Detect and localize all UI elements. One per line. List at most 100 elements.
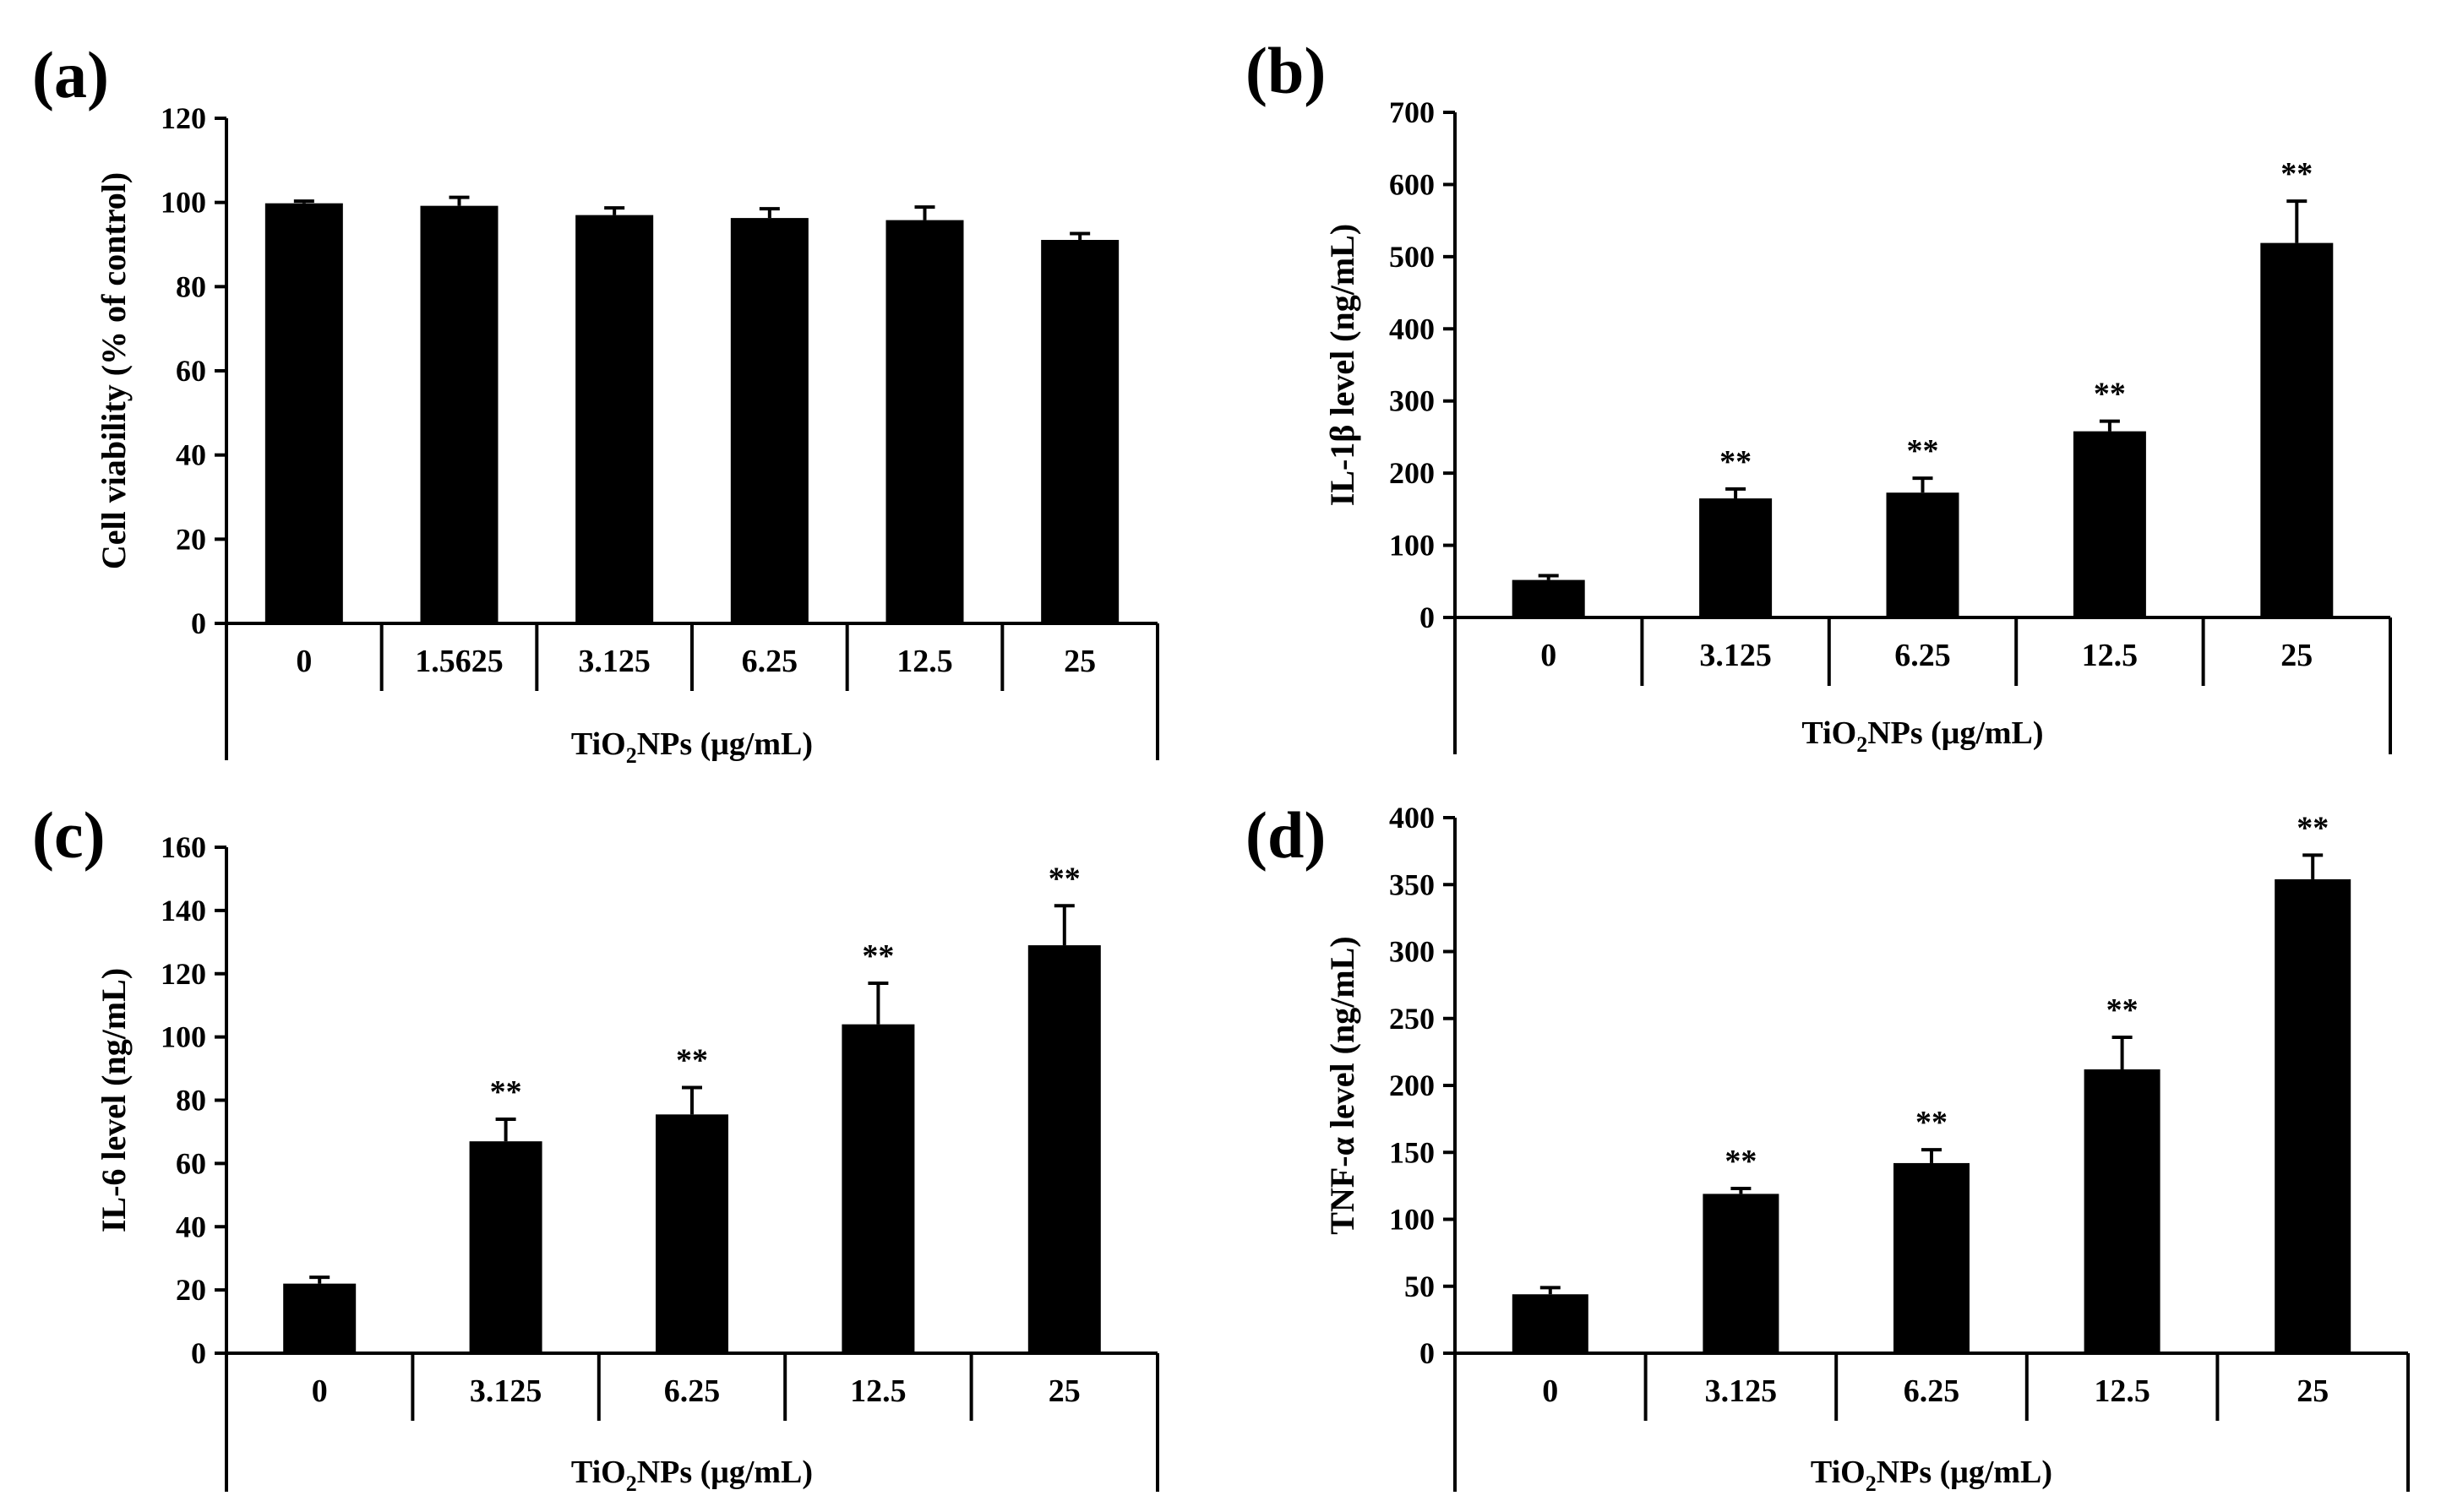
y-tick-label: 160 [161,830,206,864]
y-tick-label: 700 [1389,95,1435,129]
y-tick-label: 40 [176,438,206,472]
y-tick-label: 400 [1389,801,1435,835]
bar [575,215,654,623]
y-tick-label: 600 [1389,167,1435,201]
x-tick-label: 3.125 [1705,1373,1778,1409]
y-tick-label: 120 [161,957,206,991]
x-tick-label: 0 [1540,638,1556,673]
y-tick-label: 500 [1389,240,1435,274]
bar [730,218,809,623]
y-tick-label: 0 [1419,601,1435,634]
x-tick-label: 6.25 [742,644,798,679]
bar [2275,878,2351,1353]
x-tick-label: 3.125 [578,644,651,679]
x-axis-label: TiO2NPs (μg/mL) [1801,715,2043,757]
bar [1512,1294,1588,1353]
bar [1027,945,1101,1353]
panel-label: (b) [1245,34,1326,107]
chart-panel-d: (d) 0 50 100 150 200 250 300 350 400 0 ** 3.125 ** 6.2… [1245,798,2410,1496]
x-axis-label-part: NPs (μg/mL) [1877,1455,2052,1490]
y-tick-label: 100 [161,186,206,220]
x-tick-label: 12.5 [850,1373,907,1409]
y-tick-label: 0 [191,606,206,640]
chart-panel-b: (b) 0 100 200 300 400 500 600 700 0 ** 3.125 ** 6.25 *… [1245,34,2392,757]
y-tick-label: 100 [1389,1203,1435,1237]
y-tick-label: 200 [1389,1069,1435,1102]
significance-marker: ** [2280,156,2313,192]
x-tick-label: 6.25 [664,1373,721,1409]
x-tick-label: 6.25 [1904,1373,1960,1409]
bar [2084,1069,2160,1353]
y-tick-label: 300 [1389,935,1435,969]
y-tick-label: 0 [1419,1336,1435,1370]
x-axis-label-part: NPs (μg/mL) [637,1455,813,1490]
x-tick-label: 25 [1049,1373,1081,1409]
x-axis-label: TiO2NPs (μg/mL) [1811,1455,2052,1496]
chart-panel-c: (c) 0 20 40 60 80 100 120 140 160 0 ** 3.125 ** 6.25 **… [32,798,1159,1496]
y-tick-label: 80 [176,1084,206,1118]
y-tick-label: 120 [161,101,206,135]
bar [885,220,964,623]
y-axis-label: IL-6 level (ng/mL) [95,968,133,1232]
panel-label: (c) [32,798,106,872]
bar [2260,242,2334,617]
significance-marker: ** [1915,1105,1948,1140]
x-axis-label-subscript: 2 [626,743,637,768]
x-tick-label: 12.5 [2094,1373,2150,1409]
bar [1886,492,1959,617]
bar [1041,240,1120,623]
x-axis-label-part: TiO [571,1455,626,1490]
significance-marker: ** [862,938,894,974]
bar [469,1141,542,1353]
x-axis-label-part: TiO [1811,1455,1866,1490]
significance-marker: ** [1719,444,1752,480]
x-axis-label-part: TiO [1801,715,1856,751]
bar [2073,431,2146,617]
panel-label: (d) [1245,798,1326,872]
chart-panel-a: (a) 0 20 40 60 80 100 120 0 1.5625 3.125 6.25 12.5 25… [32,38,1159,768]
x-tick-label: 0 [312,1373,328,1409]
y-tick-label: 60 [176,1146,206,1180]
x-axis-label-part: NPs (μg/mL) [1867,715,2043,751]
x-axis-label: TiO2NPs (μg/mL) [571,1455,813,1496]
x-axis-label-part: TiO [571,726,626,762]
bar [1699,498,1773,617]
y-tick-label: 80 [176,269,206,303]
bar [1703,1194,1779,1353]
y-tick-label: 100 [161,1020,206,1054]
significance-marker: ** [2106,993,2139,1028]
bar [264,203,343,623]
x-axis-label-part: NPs (μg/mL) [637,726,813,762]
x-tick-label: 3.125 [1699,638,1772,673]
significance-marker: ** [1725,1144,1757,1179]
y-axis-label: Cell viability (% of control) [95,172,133,569]
bar [656,1114,728,1353]
bar [420,205,499,624]
y-tick-label: 400 [1389,312,1435,345]
x-tick-label: 12.5 [896,644,953,679]
y-tick-label: 350 [1389,867,1435,901]
bar [842,1024,915,1353]
y-tick-label: 140 [161,894,206,927]
x-axis-label-subscript: 2 [1866,1471,1877,1496]
x-tick-label: 6.25 [1894,638,1951,673]
significance-marker: ** [2297,810,2329,846]
significance-marker: ** [490,1074,522,1110]
significance-marker: ** [1049,861,1081,896]
y-tick-label: 100 [1389,529,1435,563]
y-axis-label: TNF-α level (ng/mL) [1323,936,1361,1234]
bar [283,1283,357,1353]
y-axis-label: IL-1β level (ng/mL) [1323,224,1361,506]
x-axis-label-subscript: 2 [626,1471,637,1496]
y-tick-label: 20 [176,522,206,556]
x-tick-label: 25 [1064,644,1096,679]
y-tick-label: 20 [176,1273,206,1307]
bar [1893,1162,1970,1353]
y-tick-label: 0 [191,1336,206,1370]
y-tick-label: 200 [1389,456,1435,490]
y-tick-label: 250 [1389,1002,1435,1036]
y-tick-label: 60 [176,354,206,388]
x-tick-label: 0 [1542,1373,1558,1409]
x-tick-label: 1.5625 [415,644,504,679]
